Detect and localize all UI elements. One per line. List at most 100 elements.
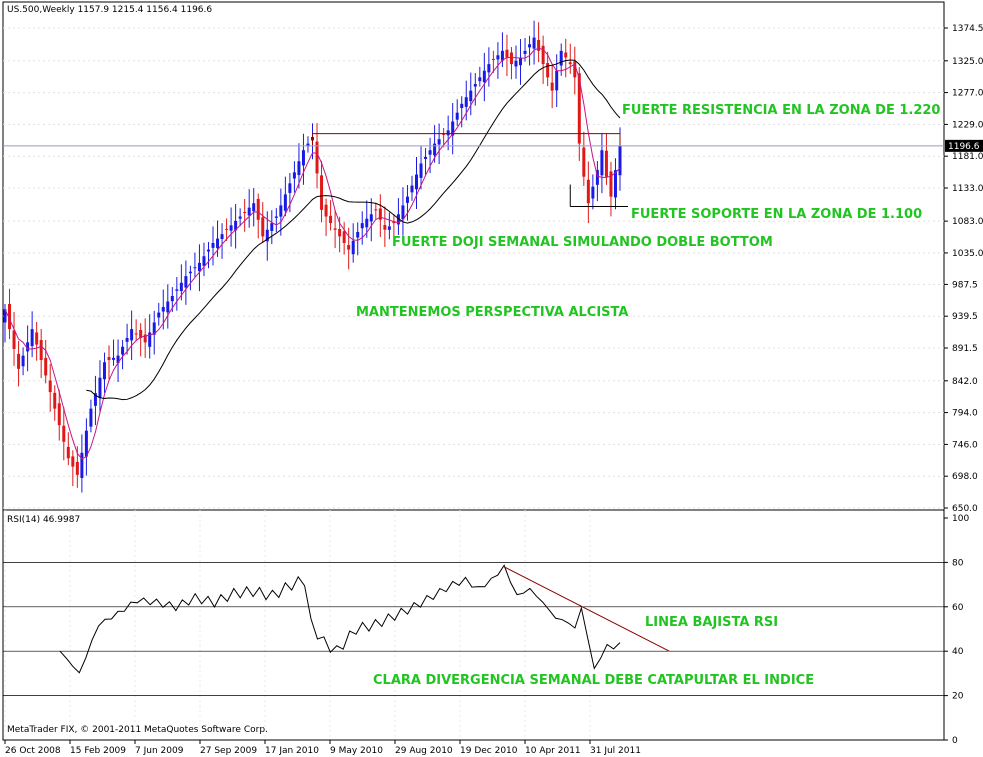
price-tick-label: 891.5	[952, 344, 978, 354]
ma-slow-line	[86, 59, 621, 401]
candle-body	[528, 44, 532, 48]
candle-body	[80, 452, 84, 478]
candle-body	[12, 330, 16, 349]
candle-body	[546, 63, 550, 78]
candle-body	[279, 205, 283, 217]
candle-body	[496, 55, 500, 60]
candle-body	[487, 64, 491, 73]
candle-body	[197, 262, 201, 272]
annotation-rsi-line: LINEA BAJISTA RSI	[645, 615, 779, 630]
annotation-support: FUERTE SOPORTE EN LA ZONA DE 1.100	[631, 207, 923, 222]
candle-body	[378, 208, 382, 220]
time-tick-label: 27 Sep 2009	[200, 746, 257, 756]
annotation-resistance: FUERTE RESISTENCIA EN LA ZONA DE 1.220	[622, 103, 941, 118]
price-tick-label: 1181.0	[952, 152, 983, 162]
price-tick-label: 1035.0	[952, 249, 983, 259]
candle-body	[125, 337, 129, 342]
candle-body	[216, 238, 220, 249]
price-tick-label: 1133.0	[952, 184, 983, 194]
candle-body	[577, 73, 581, 144]
rsi-tick-label: 40	[952, 647, 964, 657]
candle-body	[491, 58, 495, 60]
candle-body	[573, 61, 577, 78]
candle-body	[184, 276, 188, 288]
price-tick-label: 842.0	[952, 377, 978, 387]
candle-body	[243, 212, 247, 214]
candle-body	[39, 340, 43, 361]
candle-body	[202, 256, 206, 266]
candle-body	[338, 229, 342, 237]
rsi-panel-frame	[2, 509, 945, 741]
candle-body	[609, 171, 613, 197]
candle-body	[139, 329, 143, 338]
candle-body	[306, 143, 310, 147]
time-tick-label: 29 Aug 2010	[395, 746, 453, 756]
candle-body	[469, 90, 473, 102]
candle-body	[541, 45, 545, 65]
candle-body	[234, 220, 238, 231]
ma-fast-line	[4, 47, 621, 460]
candle-body	[333, 228, 337, 230]
candle-body	[446, 130, 450, 136]
candle-body	[568, 62, 572, 65]
candle-body	[193, 267, 197, 269]
candle-body	[473, 83, 477, 87]
current-price-box	[945, 139, 983, 152]
candle-body	[559, 50, 563, 66]
candle-body	[523, 50, 527, 54]
candle-body	[514, 60, 518, 67]
candle-body	[586, 179, 590, 204]
candle-body	[166, 301, 170, 313]
candle-body	[66, 446, 70, 459]
price-tick-label: 1277.0	[952, 89, 983, 99]
candle-body	[53, 392, 57, 409]
annotation-perspective: MANTENEMOS PERSPECTIVA ALCISTA	[356, 305, 629, 320]
rsi-tick-label: 80	[952, 558, 964, 568]
rsi-label: RSI(14) 46.9987	[7, 515, 81, 525]
candle-body	[433, 143, 437, 156]
candle-body	[21, 355, 25, 367]
candle-body	[482, 70, 486, 83]
current-price-label: 1196.6	[948, 142, 980, 152]
candle-body	[437, 139, 441, 145]
candle-body	[342, 231, 346, 243]
candle-body	[161, 307, 165, 312]
candle-body	[591, 186, 595, 199]
candle-body	[455, 112, 459, 120]
candle-body	[225, 228, 229, 230]
candles	[3, 20, 622, 493]
candle-body	[30, 329, 34, 347]
candle-body	[26, 342, 30, 352]
candle-body	[157, 312, 161, 318]
candle-body	[387, 226, 391, 230]
rsi-tick-label: 20	[952, 692, 964, 702]
candle-body	[320, 175, 324, 210]
candle-body	[500, 50, 504, 61]
candle-body	[116, 355, 120, 364]
rsi-tick-label: 0	[952, 736, 958, 746]
candle-body	[315, 141, 319, 174]
candle-body	[595, 170, 599, 185]
candle-body	[130, 329, 134, 341]
price-tick-label: 1374.5	[952, 24, 983, 34]
main-panel-frame	[2, 1, 945, 511]
candle-body	[188, 271, 192, 274]
annotation-doji: FUERTE DOJI SEMANAL SIMULANDO DOBLE BOTT…	[392, 235, 773, 250]
candle-body	[478, 77, 482, 82]
copyright-label: MetaTrader FIX, © 2001-2011 MetaQuotes S…	[7, 725, 268, 735]
price-tick-label: 794.0	[952, 409, 978, 419]
candle-body	[600, 150, 604, 176]
candle-body	[256, 198, 260, 220]
candle-body	[252, 203, 256, 212]
candle-body	[112, 357, 116, 360]
time-tick-label: 7 Jun 2009	[135, 746, 184, 756]
price-tick-label: 698.0	[952, 472, 978, 482]
candle-body	[519, 57, 523, 66]
time-tick-label: 19 Dec 2010	[460, 746, 518, 756]
time-tick-label: 15 Feb 2009	[70, 746, 126, 756]
candle-body	[604, 150, 608, 177]
candle-body	[383, 225, 387, 230]
candle-body	[274, 216, 278, 218]
price-tick-label: 650.0	[952, 504, 978, 514]
